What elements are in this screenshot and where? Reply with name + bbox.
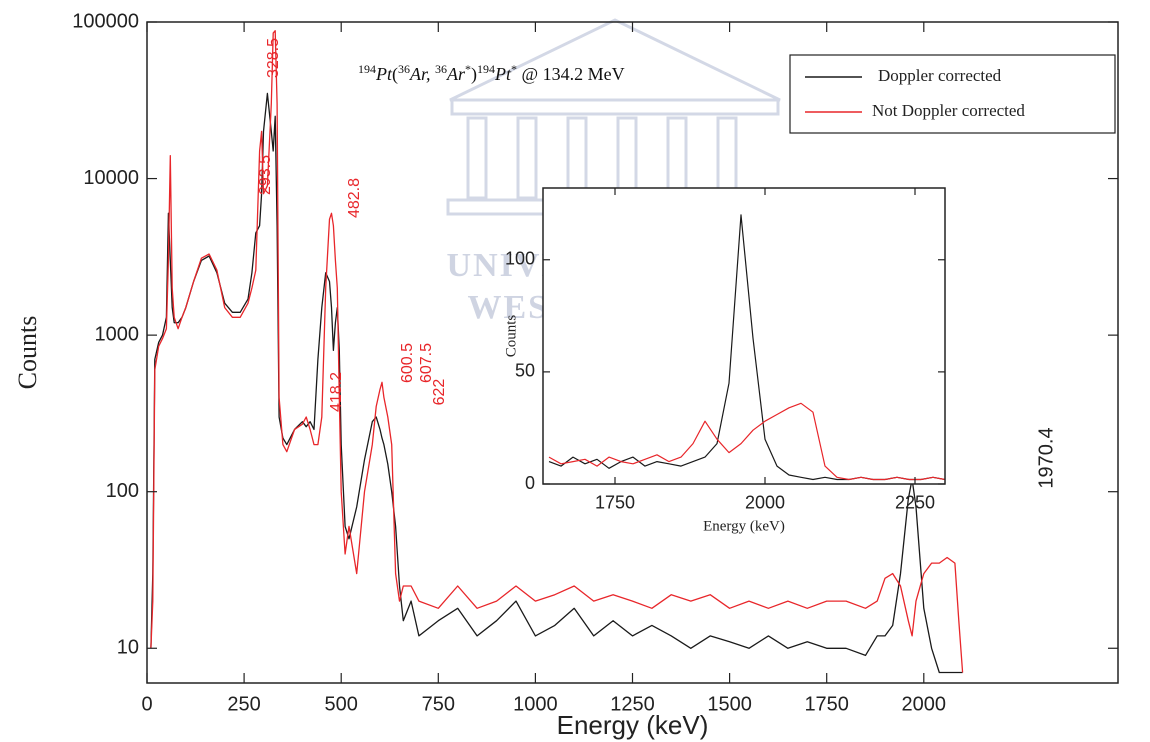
x-tick-label: 2000 — [745, 493, 785, 513]
title-part: 194 — [477, 62, 495, 76]
x-tick-label: 1750 — [595, 493, 635, 513]
legend-label: Not Doppler corrected — [872, 101, 1025, 120]
peak-label: 607.5 — [418, 343, 435, 383]
chart-title: 194Pt(36Ar, 36Ar*)194Pt* @ 134.2 MeV — [358, 62, 625, 85]
x-tick-label: 1250 — [610, 693, 655, 715]
peak-label: 293.5 — [257, 155, 274, 195]
x-tick-label: 500 — [325, 693, 358, 715]
x-tick-label: 750 — [422, 693, 455, 715]
title-part: Ar — [446, 64, 466, 84]
x-tick-label: 1750 — [804, 693, 849, 715]
series-line — [150, 30, 964, 673]
y-tick-label: 0 — [525, 473, 535, 493]
x-axis-label: Energy (keV) — [703, 518, 785, 534]
peak-label: 418.2 — [328, 372, 345, 412]
peak-label: 1970.4 — [1035, 427, 1057, 488]
peak-label: 482.8 — [346, 178, 363, 218]
x-tick-label: 1500 — [707, 693, 752, 715]
y-tick-label: 100000 — [72, 10, 139, 32]
inset-plot: 1750 2000 2250 0 50 100 Energy (keV) Counts — [503, 187, 946, 534]
series-line — [150, 92, 963, 674]
y-tick-label: 100 — [106, 480, 139, 502]
y-tick-label: 1000 — [95, 323, 140, 345]
y-tick-label: 10000 — [83, 167, 139, 189]
title-part: * — [511, 62, 517, 76]
title-part: Pt — [375, 64, 393, 84]
plot-frame — [542, 187, 946, 485]
x-axis-label: Energy (keV) — [557, 710, 709, 740]
legend-box — [789, 54, 1116, 134]
title-part: Ar, — [409, 64, 435, 84]
watermark-logo — [446, 18, 784, 216]
title-part: 194 — [358, 62, 376, 76]
x-tick-label: 0 — [141, 693, 152, 715]
title-part: Pt — [494, 64, 512, 84]
x-tick-label: 250 — [227, 693, 260, 715]
x-tick-label: 1000 — [513, 693, 558, 715]
series-group — [548, 214, 945, 481]
y-axis-label: Counts — [503, 315, 519, 358]
legend: Doppler corrected Not Doppler corrected — [789, 54, 1116, 134]
title-part: ) — [471, 64, 477, 85]
title-part: @ 134.2 MeV — [517, 64, 625, 84]
x-tick-label: 2000 — [902, 693, 947, 715]
title-part: ( — [392, 64, 398, 85]
title-part: 36 — [435, 62, 447, 76]
peak-label: 600.5 — [399, 343, 416, 383]
main-plot: 0 250 500 750 1000 1250 1500 1750 20001010010001… — [13, 10, 1119, 740]
y-tick-label: 50 — [515, 361, 535, 381]
y-tick-label: 100 — [505, 249, 535, 269]
x-tick-label: 2250 — [895, 493, 935, 513]
y-axis-label: Counts — [13, 316, 42, 390]
peak-label: 622 — [431, 379, 448, 406]
series-line — [548, 402, 945, 481]
legend-label: Doppler corrected — [878, 66, 1002, 85]
title-part: 36 — [398, 62, 410, 76]
y-tick-label: 10 — [117, 637, 139, 659]
title-part: * — [465, 62, 471, 76]
series-group — [150, 30, 964, 674]
inset-background — [543, 188, 945, 484]
peak-label: 328.5 — [265, 38, 282, 78]
